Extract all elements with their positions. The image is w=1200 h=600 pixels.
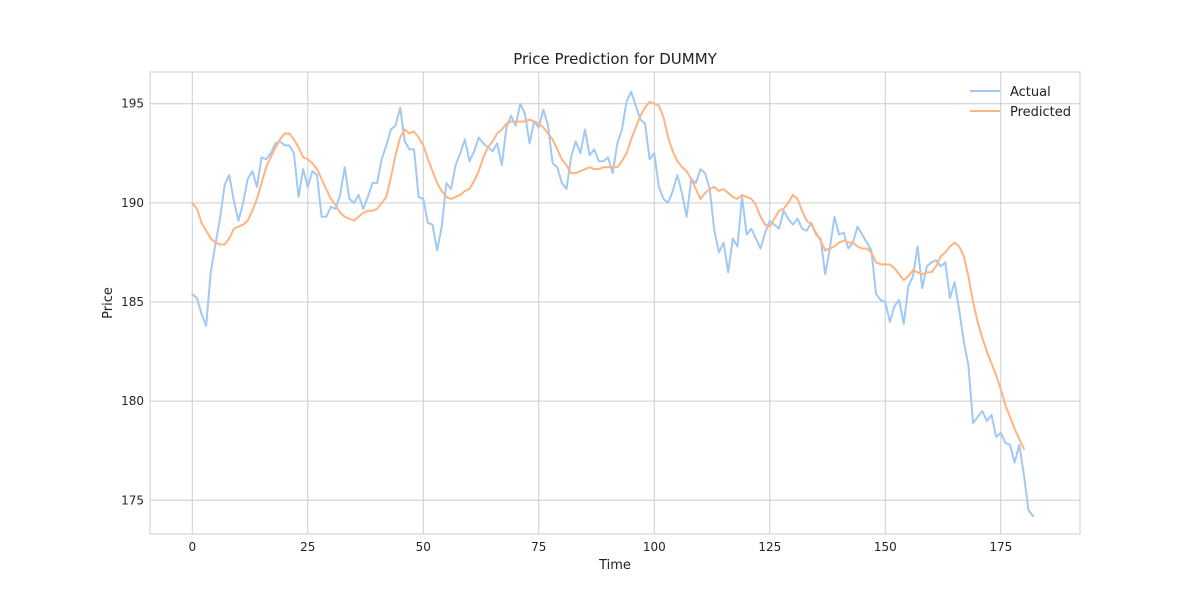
tick-labels: 0 25 50 75 100 125 150 175 175 180 185 190 195 [121,97,1012,554]
y-tick-label: 175 [121,493,144,507]
x-tick-label: 175 [989,540,1012,554]
x-tick-label: 25 [300,540,315,554]
y-tick-label: 180 [121,394,144,408]
series-line-actual [191,90,1035,518]
y-tick-label: 195 [121,97,144,111]
legend-label-predicted: Predicted [1010,105,1071,120]
series-layer [191,90,1035,518]
plot-area-frame [149,71,1081,535]
x-tick-label: 100 [643,540,666,554]
series-line-predicted [191,100,1025,450]
legend: Actual Predicted [970,85,1071,120]
y-tick-label: 190 [121,196,144,210]
x-tick-label: 125 [758,540,781,554]
x-tick-label: 0 [188,540,196,554]
y-axis-label: Price [101,287,116,319]
x-tick-label: 75 [531,540,546,554]
x-tick-label: 50 [416,540,431,554]
grid [150,72,1080,534]
chart-title: Price Prediction for DUMMY [513,50,717,68]
y-tick-label: 185 [121,295,144,309]
x-tick-label: 150 [874,540,897,554]
legend-label-actual: Actual [1010,85,1051,100]
x-axis-label: Time [598,558,631,573]
